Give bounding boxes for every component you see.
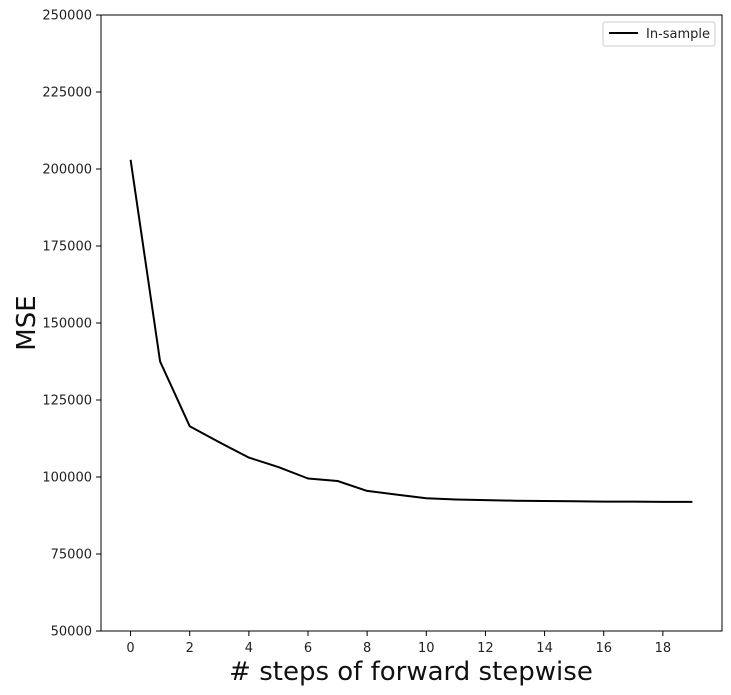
y-tick-label: 125000 (42, 394, 92, 409)
legend: In-sample (602, 21, 716, 47)
y-tick-label: 225000 (42, 86, 92, 101)
x-tick-label: 14 (536, 641, 553, 656)
x-tick-label: 10 (418, 641, 435, 656)
y-tick-label: 75000 (51, 548, 92, 563)
y-tick-label: 175000 (42, 240, 92, 255)
y-tick-label: 250000 (42, 9, 92, 24)
x-tick-label: 0 (126, 641, 134, 656)
y-tick-label: 50000 (51, 625, 92, 640)
plot-frame (100, 14, 723, 632)
y-axis-label: MSE (12, 295, 42, 350)
series-line-in-sample (129, 159, 693, 503)
y-tick-label: 150000 (42, 317, 92, 332)
y-tick-label: 200000 (42, 163, 92, 178)
x-tick-label: 18 (655, 641, 672, 656)
legend-box (602, 21, 716, 47)
x-tick-label: 2 (186, 641, 194, 656)
x-tick-label: 8 (363, 641, 371, 656)
x-tick-label: 16 (595, 641, 612, 656)
x-tick-label: 4 (245, 641, 253, 656)
y-tick-label: 100000 (42, 471, 92, 486)
y-axis: 50000 75000 100000 125000 150000 175000 200000… (42, 9, 101, 640)
x-tick-label: 6 (304, 641, 312, 656)
series-group (129, 159, 693, 503)
x-tick-label: 12 (477, 641, 494, 656)
x-axis-label: # steps of forward stepwise (229, 657, 593, 687)
legend-label: In-sample (646, 27, 710, 42)
x-axis: 0 2 4 6 8 10 12 14 16 18 (126, 631, 671, 656)
